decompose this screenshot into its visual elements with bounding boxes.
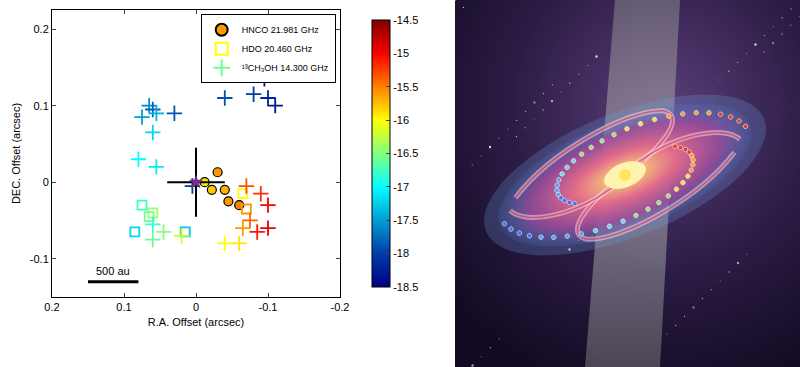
svg-text:-14.5: -14.5 <box>393 14 418 26</box>
svg-text:-18.5: -18.5 <box>393 281 418 293</box>
svg-text:R.A. Offset (arcsec): R.A. Offset (arcsec) <box>148 316 244 328</box>
svg-text:0.1: 0.1 <box>116 301 131 313</box>
svg-text:-17.5: -17.5 <box>393 214 418 226</box>
svg-text:0: 0 <box>193 301 199 313</box>
svg-text:-0.1: -0.1 <box>30 253 49 265</box>
svg-text:HNCO 21.981 GHz: HNCO 21.981 GHz <box>242 25 320 35</box>
svg-text:0.2: 0.2 <box>44 301 59 313</box>
svg-text:0: 0 <box>43 176 49 188</box>
svg-text:0.1: 0.1 <box>34 100 49 112</box>
svg-text:-0.2: -0.2 <box>331 301 350 313</box>
svg-text:-15: -15 <box>393 47 409 59</box>
svg-text:HDO 20.460 GHz: HDO 20.460 GHz <box>242 44 313 54</box>
svg-text:-16.5: -16.5 <box>393 147 418 159</box>
svg-text:DEC. Offset (arcsec): DEC. Offset (arcsec) <box>10 103 22 204</box>
svg-text:-0.1: -0.1 <box>259 301 278 313</box>
svg-text:500 au: 500 au <box>96 265 130 277</box>
svg-text:-16: -16 <box>393 114 409 126</box>
svg-text:-18: -18 <box>393 247 409 259</box>
svg-text:¹³CH₃OH 14.300 GHz: ¹³CH₃OH 14.300 GHz <box>242 63 329 73</box>
svg-text:-17: -17 <box>393 181 409 193</box>
svg-text:0.2: 0.2 <box>34 23 49 35</box>
svg-text:-15.5: -15.5 <box>393 81 418 93</box>
